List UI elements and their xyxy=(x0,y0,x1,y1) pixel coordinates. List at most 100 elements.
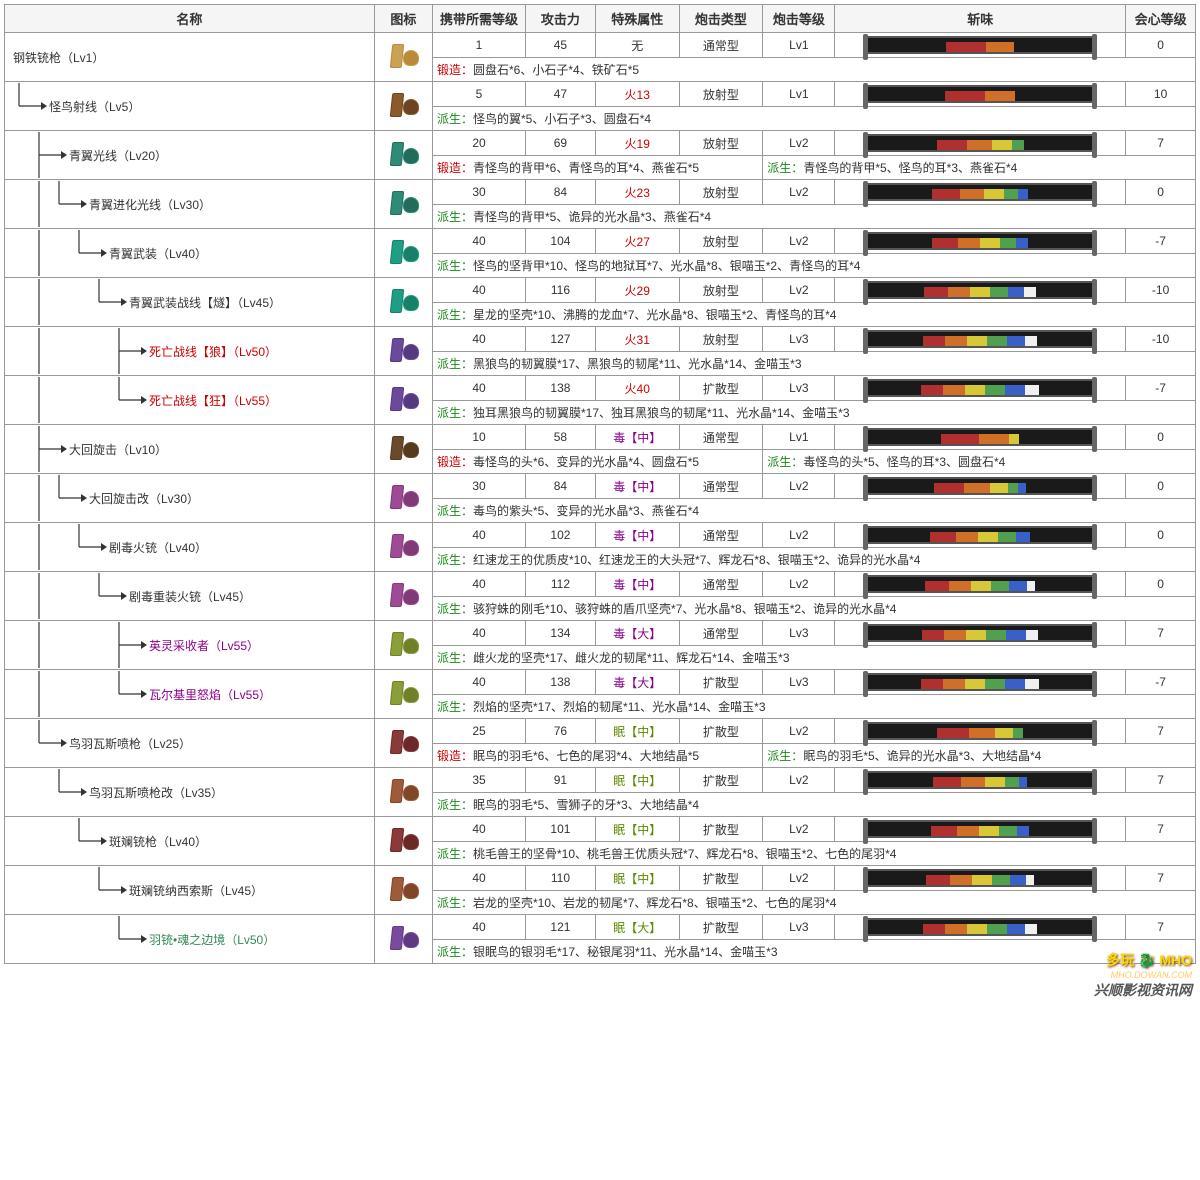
weapon-name[interactable]: 羽铳•魂之边境（Lv50） xyxy=(149,931,275,948)
weapon-icon xyxy=(383,42,423,70)
special-attr: 火23 xyxy=(595,180,679,205)
derive-label: 派生： xyxy=(437,504,473,518)
weapon-name[interactable]: 英灵采收者（Lv55） xyxy=(149,637,259,654)
attack: 110 xyxy=(526,866,596,891)
weapon-name[interactable]: 死亡战线【狂】（Lv55） xyxy=(149,392,277,409)
weapon-name[interactable]: 青翼进化光线（Lv30） xyxy=(89,196,211,213)
req-level: 10 xyxy=(433,425,526,450)
weapon-name[interactable]: 大回旋击改（Lv30） xyxy=(89,490,199,507)
derive-label: 派生： xyxy=(437,896,473,910)
shell-level: Lv2 xyxy=(763,719,835,744)
sharpness-bar xyxy=(865,36,1095,54)
shell-type: 扩散型 xyxy=(679,719,763,744)
shell-level: Lv2 xyxy=(763,278,835,303)
table-row: 青翼进化光线（Lv30） 30 84 火23 放射型 Lv2 0 xyxy=(5,180,1196,205)
shell-type: 放射型 xyxy=(679,278,763,303)
sharpness-bar xyxy=(865,85,1095,103)
req-level: 40 xyxy=(433,915,526,940)
weapon-icon xyxy=(383,581,423,609)
weapon-name[interactable]: 斑斓铳枪（Lv40） xyxy=(109,833,207,850)
table-row: 英灵采收者（Lv55） 40 134 毒【大】 通常型 Lv3 7 xyxy=(5,621,1196,646)
affinity: 7 xyxy=(1126,768,1196,793)
derive-label: 派生： xyxy=(437,602,473,616)
affinity: 0 xyxy=(1126,33,1196,58)
weapon-icon xyxy=(383,434,423,462)
derive-label: 派生： xyxy=(437,651,473,665)
shell-type: 扩散型 xyxy=(679,768,763,793)
sharpness-bar xyxy=(865,673,1095,691)
weapon-name[interactable]: 钢铁铳枪（Lv1） xyxy=(13,49,104,66)
shell-level: Lv1 xyxy=(763,425,835,450)
sharpness-bar xyxy=(865,575,1095,593)
table-row: 怪鸟射线（Lv5） 5 47 火13 放射型 Lv1 10 xyxy=(5,82,1196,107)
weapon-icon xyxy=(383,777,423,805)
attack: 84 xyxy=(526,180,596,205)
weapon-name[interactable]: 大回旋击（Lv10） xyxy=(69,441,167,458)
weapon-icon xyxy=(383,483,423,511)
weapon-name[interactable]: 鸟羽瓦斯喷枪改（Lv35） xyxy=(89,784,223,801)
weapon-name[interactable]: 瓦尔基里怒焰（Lv55） xyxy=(149,686,271,703)
derive-label: 派生： xyxy=(437,357,473,371)
table-row: 瓦尔基里怒焰（Lv55） 40 138 毒【大】 扩散型 Lv3 -7 xyxy=(5,670,1196,695)
weapon-name[interactable]: 青翼光线（Lv20） xyxy=(69,147,167,164)
sharpness-bar xyxy=(865,379,1095,397)
req-level: 35 xyxy=(433,768,526,793)
col-sharp: 斩味 xyxy=(835,5,1126,33)
weapon-name[interactable]: 青翼武装（Lv40） xyxy=(109,245,207,262)
shell-level: Lv1 xyxy=(763,82,835,107)
weapon-name[interactable]: 斑斓铳纳西索斯（Lv45） xyxy=(129,882,263,899)
req-level: 40 xyxy=(433,278,526,303)
shell-level: Lv3 xyxy=(763,621,835,646)
req-level: 40 xyxy=(433,866,526,891)
attack: 134 xyxy=(526,621,596,646)
table-row: 羽铳•魂之边境（Lv50） 40 121 眠【大】 扩散型 Lv3 7 xyxy=(5,915,1196,940)
weapon-name[interactable]: 青翼武装战线【燧】（Lv45） xyxy=(129,294,281,311)
weapon-icon xyxy=(383,875,423,903)
derive-label: 派生： xyxy=(767,161,803,175)
derive-label: 派生： xyxy=(437,798,473,812)
table-row: 鸟羽瓦斯喷枪改（Lv35） 35 91 眠【中】 扩散型 Lv2 7 xyxy=(5,768,1196,793)
shell-type: 扩散型 xyxy=(679,670,763,695)
derive-mats: 银眠鸟的银羽毛*17、秘银尾羽*11、光水晶*14、金喵玉*3 xyxy=(473,945,778,959)
shell-level: Lv2 xyxy=(763,572,835,597)
weapon-name[interactable]: 死亡战线【狼】（Lv50） xyxy=(149,343,277,360)
derive-label: 派生： xyxy=(437,700,473,714)
derive-mats: 骇狩蛛的刚毛*10、骇狩蛛的盾爪坚壳*7、光水晶*8、银喵玉*2、诡异的光水晶*… xyxy=(473,602,896,616)
table-row: 钢铁铳枪（Lv1） 1 45 无 通常型 Lv1 0 xyxy=(5,33,1196,58)
weapon-name[interactable]: 怪鸟射线（Lv5） xyxy=(49,98,140,115)
forge-label: 锻造： xyxy=(437,749,473,763)
weapon-name[interactable]: 鸟羽瓦斯喷枪（Lv25） xyxy=(69,735,191,752)
attack: 121 xyxy=(526,915,596,940)
derive-mats: 青怪鸟的背甲*5、诡异的光水晶*3、燕雀石*4 xyxy=(473,210,711,224)
derive-mats: 桃毛兽王的坚骨*10、桃毛兽王优质头冠*7、辉龙石*8、银喵玉*2、七色的尾羽*… xyxy=(473,847,896,861)
special-attr: 眠【中】 xyxy=(595,817,679,842)
special-attr: 火27 xyxy=(595,229,679,254)
shell-level: Lv2 xyxy=(763,817,835,842)
table-row: 斑斓铳枪（Lv40） 40 101 眠【中】 扩散型 Lv2 7 xyxy=(5,817,1196,842)
weapon-icon xyxy=(383,287,423,315)
derive-mats: 红速龙王的优质皮*10、红速龙王的大头冠*7、辉龙石*8、银喵玉*2、诡异的光水… xyxy=(473,553,920,567)
affinity: 7 xyxy=(1126,131,1196,156)
attack: 116 xyxy=(526,278,596,303)
affinity: -10 xyxy=(1126,327,1196,352)
col-special: 特殊属性 xyxy=(595,5,679,33)
shell-level: Lv3 xyxy=(763,376,835,401)
req-level: 40 xyxy=(433,327,526,352)
attack: 112 xyxy=(526,572,596,597)
forge-label: 锻造： xyxy=(437,455,473,469)
derive-mats: 眠鸟的羽毛*5、雪狮子的牙*3、大地结晶*4 xyxy=(473,798,699,812)
sharpness-bar xyxy=(865,281,1095,299)
affinity: 0 xyxy=(1126,572,1196,597)
sharpness-bar xyxy=(865,428,1095,446)
watermark-line1: 多玩 🐉 MHO xyxy=(1094,950,1192,970)
sharpness-bar xyxy=(865,330,1095,348)
weapon-name[interactable]: 剧毒重装火铳（Lv45） xyxy=(129,588,251,605)
affinity: 0 xyxy=(1126,474,1196,499)
derive-mats: 烈焰的坚壳*17、烈焰的韧尾*11、光水晶*14、金喵玉*3 xyxy=(473,700,766,714)
affinity: -7 xyxy=(1126,376,1196,401)
special-attr: 眠【中】 xyxy=(595,866,679,891)
table-row: 死亡战线【狂】（Lv55） 40 138 火40 扩散型 Lv3 -7 xyxy=(5,376,1196,401)
shell-type: 扩散型 xyxy=(679,915,763,940)
shell-type: 通常型 xyxy=(679,425,763,450)
weapon-name[interactable]: 剧毒火铳（Lv40） xyxy=(109,539,207,556)
